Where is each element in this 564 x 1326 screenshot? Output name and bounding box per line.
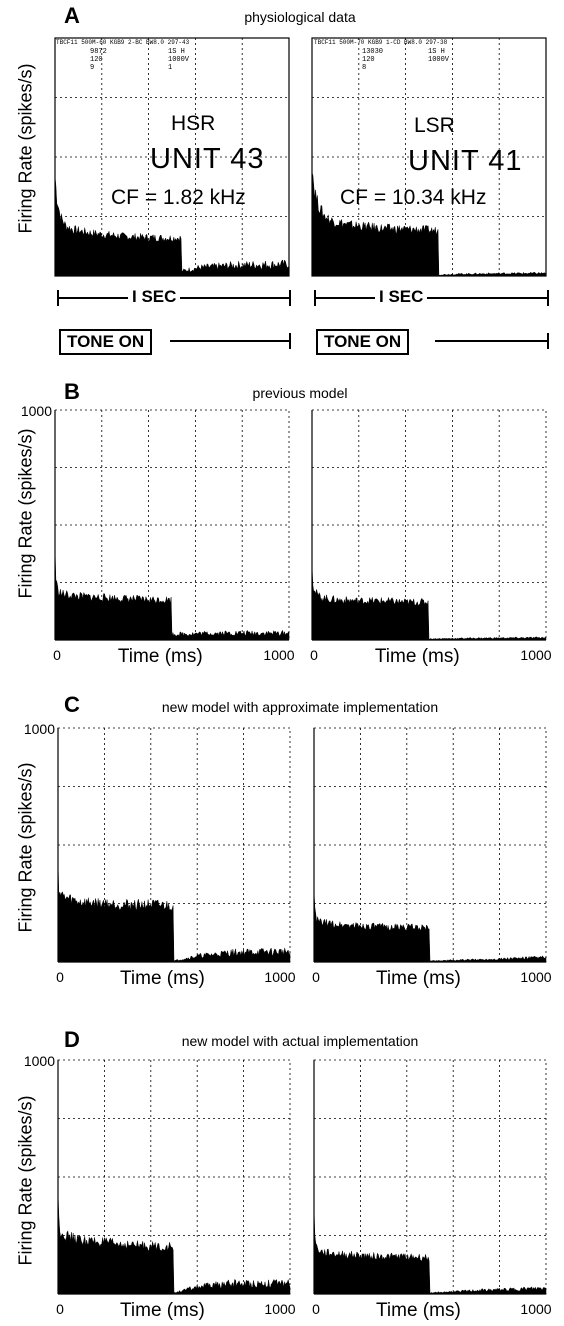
x-tick-label: 0 <box>56 969 64 985</box>
panel-letter-a: A <box>64 3 80 28</box>
firing-rate-area <box>57 1191 291 1295</box>
grid <box>55 38 289 276</box>
x-tick-label: 1000 <box>264 969 295 985</box>
physio-plot-right <box>311 37 547 277</box>
y-tick-label: 1000 <box>24 721 55 737</box>
unit-label-left: UNIT 43 <box>150 143 265 175</box>
panel-title-b: previous model <box>252 385 348 401</box>
firing-rate-area <box>313 891 547 963</box>
cf-label-left: CF = 1.82 kHz <box>111 186 246 209</box>
sec-label-right: I SEC <box>375 287 428 307</box>
panel-title-c: new model with approximate implementatio… <box>161 699 439 715</box>
sec-bar-right <box>314 290 549 306</box>
tone-line-right <box>435 333 549 349</box>
x-axis-label: Time (ms) <box>375 646 460 667</box>
model-plot-c-right: 0 1000 Time (ms) <box>312 727 552 989</box>
model-plot-d-left: 0 1000 Time (ms) 1000 <box>24 1053 296 1321</box>
physio-header-right: TBCF11 500M-70 KGB9 1-CD BW8.0 297-38 <box>314 39 448 46</box>
firing-rate-area <box>57 860 291 963</box>
cf-label-right: CF = 10.34 kHz <box>340 186 487 209</box>
x-tick-label: 1000 <box>263 647 294 663</box>
physio-plot-left <box>54 37 290 277</box>
physio-header-left: TBCF11 500M-60 KGB9 2-BC BW8.0 297-43 <box>56 39 190 46</box>
x-axis-label: Time (ms) <box>376 1300 461 1321</box>
panel-letter-b: B <box>64 379 80 404</box>
sec-bar-graphics <box>57 290 549 349</box>
firing-rate-area <box>311 172 547 277</box>
grid <box>314 728 546 962</box>
model-plot-c-left: 0 1000 Time (ms) 1000 <box>24 721 296 989</box>
x-tick-label: 0 <box>312 969 320 985</box>
tone-on-label-left: TONE ON <box>59 329 153 355</box>
x-tick-label: 0 <box>56 1301 64 1317</box>
firing-rate-area <box>311 564 547 641</box>
panel-letter-d: D <box>64 1027 80 1052</box>
y-tick-label: 1000 <box>24 1053 55 1069</box>
sec-label-left: I SEC <box>128 287 181 307</box>
firing-rate-area <box>313 1207 547 1295</box>
model-plot-b-right: 0 1000 Time (ms) <box>310 409 552 667</box>
x-tick-label: 1000 <box>520 1301 551 1317</box>
physio-meta2-right: 1S H 1000V <box>428 48 450 64</box>
firing-rate-area <box>54 176 290 277</box>
physio-meta-left: 9872 120 9 <box>90 48 107 72</box>
grid <box>312 38 546 276</box>
x-tick-label: 0 <box>312 1301 320 1317</box>
y-axis-label-d: Firing Rate (spikes/s) <box>15 1095 36 1266</box>
x-tick-label: 1000 <box>520 969 551 985</box>
x-axis-label: Time (ms) <box>120 1300 205 1321</box>
panel-letter-c: C <box>64 692 80 717</box>
grid <box>314 1060 546 1294</box>
x-axis-label: Time (ms) <box>376 968 461 989</box>
firing-rate-area <box>54 547 290 641</box>
y-axis-label-b: Firing Rate (spikes/s) <box>15 428 36 599</box>
x-axis-label: Time (ms) <box>118 646 203 667</box>
physio-meta2-left: 1S H 1000V 1 <box>168 48 190 72</box>
model-plot-b-left: 0 1000 Time (ms) 1000 <box>21 403 295 667</box>
model-plot-d-right: 0 1000 Time (ms) <box>312 1059 552 1321</box>
x-tick-label: 0 <box>53 647 61 663</box>
physio-meta-right: 13030 120 8 <box>362 48 384 72</box>
x-tick-label: 0 <box>310 647 318 663</box>
y-tick-label: 1000 <box>21 403 52 419</box>
fiber-type-right: LSR <box>414 114 455 137</box>
x-axis-label: Time (ms) <box>120 968 205 989</box>
y-axis-label-c: Firing Rate (spikes/s) <box>15 762 36 933</box>
x-tick-label: 1000 <box>520 647 551 663</box>
panel-title-a: physiological data <box>244 9 356 25</box>
tone-on-label-right: TONE ON <box>316 329 410 355</box>
fiber-type-left: HSR <box>171 112 216 135</box>
panel-title-d: new model with actual implementation <box>181 1033 419 1049</box>
unit-label-right: UNIT 41 <box>408 145 523 177</box>
tone-line-left <box>170 333 291 349</box>
x-tick-label: 1000 <box>264 1301 295 1317</box>
